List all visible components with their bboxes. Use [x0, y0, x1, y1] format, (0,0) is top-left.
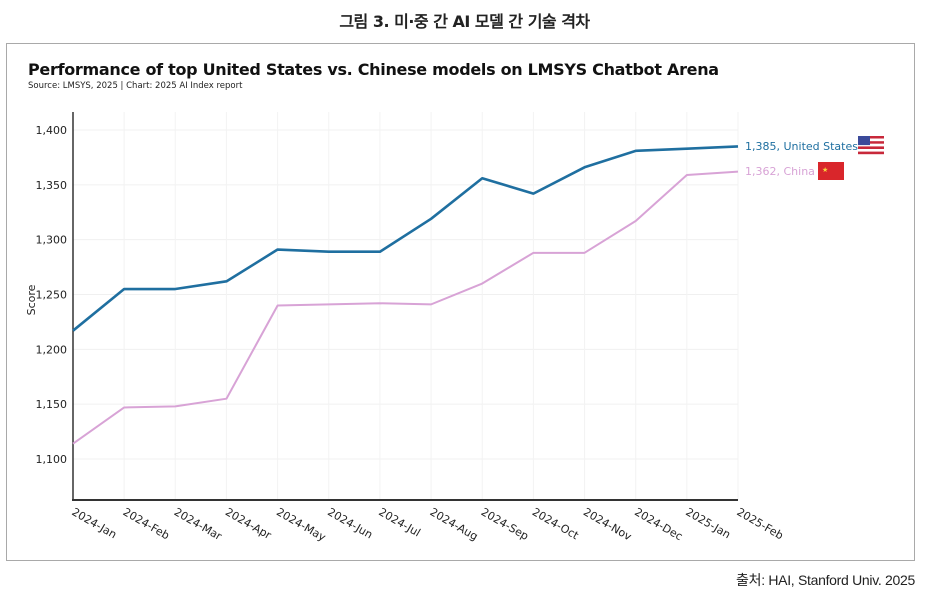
- y-tick-label: 1,250: [36, 289, 68, 302]
- end-label-united-states: 1,385, United States: [745, 140, 858, 153]
- figure-source: 출처: HAI, Stanford Univ. 2025: [736, 572, 915, 588]
- series-line-china: [72, 170, 739, 445]
- x-tick-label: 2024-Sep: [479, 505, 531, 543]
- y-axis-ticks: 1,100 1,150 1,200 1,250 1,300 1,350 1,400: [36, 124, 68, 466]
- end-label-china: 1,362, China: [745, 165, 815, 178]
- x-tick-label: 2024-Apr: [223, 505, 274, 542]
- x-tick-label: 2025-Feb: [735, 505, 786, 542]
- chart-subtitle: Source: LMSYS, 2025 | Chart: 2025 AI Ind…: [28, 81, 243, 91]
- figure-title: 그림 3. 미·중 간 AI 모델 간 기술 격차: [339, 12, 590, 31]
- x-tick-label: 2024-Dec: [632, 505, 685, 543]
- y-tick-label: 1,150: [36, 398, 68, 411]
- y-tick-label: 1,200: [36, 343, 68, 356]
- us-flag-icon: [858, 136, 884, 155]
- x-tick-label: 2024-Nov: [581, 505, 634, 543]
- chart-frame: [6, 43, 915, 561]
- x-tick-label: 2024-Feb: [121, 505, 172, 542]
- series-lines: [72, 145, 739, 445]
- x-tick-label: 2024-Jun: [325, 505, 375, 541]
- y-tick-label: 1,300: [36, 234, 68, 247]
- x-tick-label: 2024-May: [274, 505, 328, 544]
- y-axis-title: Score: [25, 284, 38, 315]
- y-tick-label: 1,350: [36, 179, 68, 192]
- china-flag-icon: ★: [818, 162, 844, 180]
- chart-title: Performance of top United States vs. Chi…: [28, 60, 719, 79]
- series-line-united-states: [72, 145, 739, 332]
- x-tick-label: 2024-Mar: [172, 505, 225, 543]
- x-tick-label: 2024-Jul: [376, 505, 422, 539]
- end-labels: 1,385, United States 1,362, China ★: [745, 136, 884, 180]
- gridlines: [72, 112, 739, 500]
- x-tick-label: 2024-Oct: [530, 505, 582, 542]
- x-tick-label: 2024-Aug: [428, 505, 481, 543]
- x-tick-label: 2024-Jan: [70, 505, 119, 541]
- x-tick-label: 2025-Jan: [683, 505, 732, 541]
- svg-text:★: ★: [822, 166, 828, 174]
- y-tick-label: 1,400: [36, 124, 68, 137]
- y-tick-label: 1,100: [36, 453, 68, 466]
